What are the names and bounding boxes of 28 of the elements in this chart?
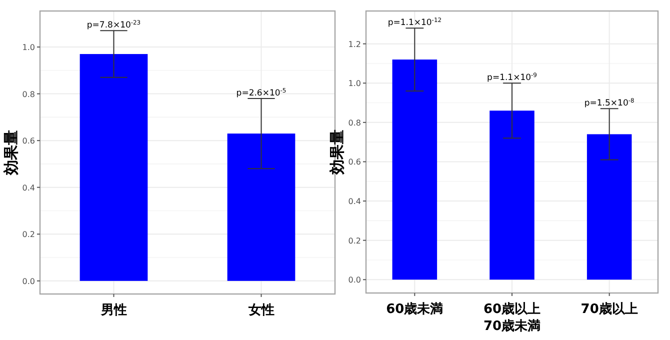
x-tick-label: 男性 bbox=[100, 303, 127, 318]
y-tick-label: 1.0 bbox=[22, 43, 35, 52]
bar bbox=[490, 110, 534, 280]
x-tick-label: 60歳未満 bbox=[386, 302, 444, 317]
annotation: p=1.1×10$^{-9}$ bbox=[487, 72, 538, 84]
annotation: p=1.5×10$^{-8}$ bbox=[584, 97, 635, 109]
y-tick-label: 0.4 bbox=[348, 197, 361, 206]
bar bbox=[392, 60, 438, 280]
y-tick-label: 0.2 bbox=[348, 236, 361, 246]
y-tick-label: 1.0 bbox=[348, 79, 361, 88]
x-tick-label: 70歳以上 bbox=[580, 302, 638, 317]
y-tick-label: 0.0 bbox=[348, 276, 361, 285]
y-tick-label: 0.6 bbox=[348, 158, 361, 167]
x-tick-label: 60歳以上 70歳未満 bbox=[483, 302, 541, 334]
y-tick-label: 0.2 bbox=[22, 230, 35, 240]
annotation: p=7.8×10$^{-23}$ bbox=[86, 19, 141, 31]
y-tick-label: 0.0 bbox=[22, 276, 35, 286]
annotation: p=2.6×10$^{-5}$ bbox=[236, 86, 286, 98]
y-tick-label: 1.2 bbox=[348, 40, 361, 49]
y-tick-label: 0.8 bbox=[22, 90, 35, 99]
y-axis-title: 効果量 bbox=[328, 130, 346, 176]
y-axis-title: 効果量 bbox=[2, 130, 20, 176]
x-tick-label: 女性 bbox=[247, 303, 274, 318]
bar bbox=[586, 134, 632, 280]
y-tick-label: 0.8 bbox=[348, 118, 361, 128]
y-tick-label: 0.6 bbox=[22, 136, 35, 146]
y-tick-label: 0.4 bbox=[22, 183, 35, 192]
annotation: p=1.1×10$^{-12}$ bbox=[388, 16, 442, 28]
